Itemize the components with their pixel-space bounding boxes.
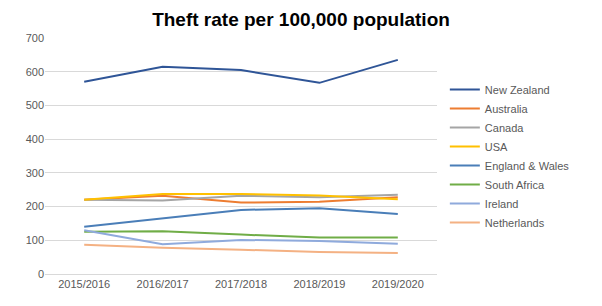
svg-text:2019/2020: 2019/2020 bbox=[372, 278, 424, 290]
svg-text:700: 700 bbox=[26, 32, 44, 44]
svg-text:2017/2018: 2017/2018 bbox=[215, 278, 267, 290]
svg-text:USA: USA bbox=[485, 141, 508, 153]
svg-text:Ireland: Ireland bbox=[485, 198, 519, 210]
svg-text:200: 200 bbox=[26, 200, 44, 212]
svg-text:2016/2017: 2016/2017 bbox=[137, 278, 189, 290]
svg-text:300: 300 bbox=[26, 167, 44, 179]
svg-text:100: 100 bbox=[26, 234, 44, 246]
svg-text:2018/2019: 2018/2019 bbox=[293, 278, 345, 290]
svg-text:400: 400 bbox=[26, 133, 44, 145]
svg-text:500: 500 bbox=[26, 99, 44, 111]
svg-text:600: 600 bbox=[26, 66, 44, 78]
svg-text:Netherlands: Netherlands bbox=[485, 217, 545, 229]
svg-text:Australia: Australia bbox=[485, 103, 529, 115]
svg-text:Canada: Canada bbox=[485, 122, 524, 134]
svg-text:South Africa: South Africa bbox=[485, 179, 545, 191]
svg-text:England & Wales: England & Wales bbox=[485, 160, 569, 172]
svg-text:2015/2016: 2015/2016 bbox=[58, 278, 110, 290]
svg-text:New Zealand: New Zealand bbox=[485, 84, 550, 96]
svg-text:0: 0 bbox=[38, 268, 44, 280]
svg-text:Theft rate per 100,000 populat: Theft rate per 100,000 population bbox=[152, 9, 450, 30]
